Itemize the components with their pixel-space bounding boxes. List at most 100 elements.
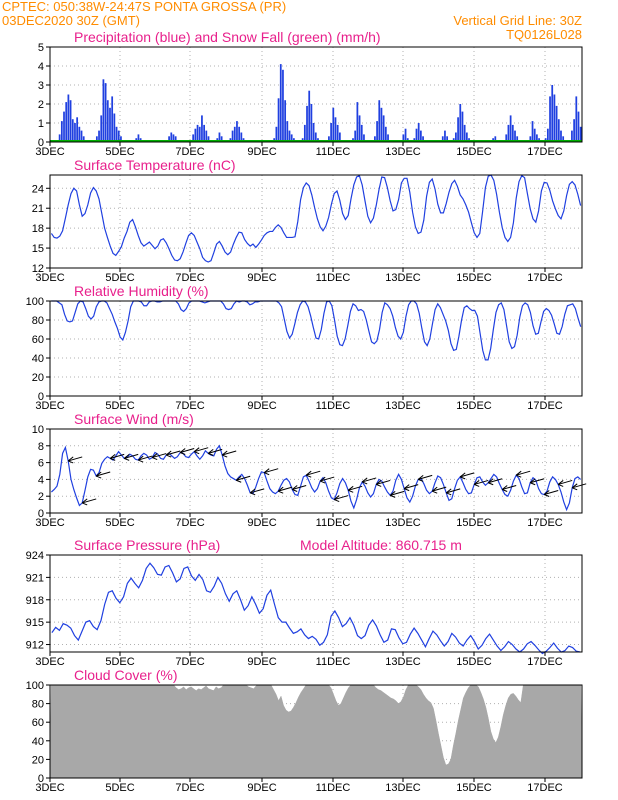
cloud-xtick-label: 9DEC (247, 782, 276, 794)
precip-bar (457, 117, 459, 142)
wind-arrow (418, 474, 433, 480)
rh-ytick-label: 60 (32, 334, 44, 346)
precip-bar (288, 130, 291, 142)
temp-xtick-label: 9DEC (247, 272, 276, 284)
wind-arrow (264, 468, 279, 474)
wind-arrow-head (95, 471, 102, 479)
cloud-xtick-label: 15DEC (456, 782, 492, 794)
wind-arrow-head (515, 470, 522, 478)
cloud-ytick-label: 20 (32, 754, 44, 766)
wind-arrow-head (557, 480, 564, 487)
precip-bar (360, 124, 363, 142)
precip-bar (74, 123, 76, 142)
precip-bar (201, 115, 203, 142)
precip-bar (573, 119, 575, 142)
precip-bar (170, 132, 173, 142)
station-title: CPTEC: 050:38W-24:47S PONTA GROSSA (PR) (2, 0, 287, 14)
precip-bar (384, 126, 387, 142)
precip-bar (571, 130, 573, 142)
precip-bar (115, 126, 118, 142)
model-code: TQ0126L028 (506, 27, 582, 42)
wind-xtick-label: 7DEC (175, 517, 204, 529)
cloud-frame (49, 684, 583, 779)
cloud-xtick-label: 13DEC (385, 782, 421, 794)
precip-bar (76, 117, 79, 142)
wind-arrow-head (543, 490, 550, 497)
wind-arrow-head (389, 490, 396, 498)
precip-bar (422, 136, 424, 142)
pressure-xtick-label: 11DEC (316, 656, 351, 668)
wind-arrow (278, 486, 293, 492)
precip-bar (546, 128, 549, 142)
precip-xtick-label: 13DEC (385, 146, 421, 158)
rh-ytick-label: 100 (26, 296, 44, 308)
wind-arrow (292, 484, 307, 490)
precip-bar (415, 128, 418, 142)
wind-arrow-head (347, 485, 354, 493)
precip-bar (509, 115, 512, 142)
precip-bar (354, 130, 357, 142)
wind-arrow (110, 453, 125, 459)
precip-bar (577, 111, 580, 142)
precip-bar (380, 107, 383, 142)
wind-arrow-head (137, 455, 144, 463)
rh-title: Relative Humidity (%) (74, 283, 209, 299)
precip-bar (194, 128, 197, 142)
precip-ytick-label: 2 (38, 99, 44, 111)
wind-arrow-head (193, 447, 200, 455)
precip-bar (192, 134, 195, 142)
wind-arrow (530, 478, 545, 484)
precip-bar (494, 136, 497, 142)
grid-line-note: Vertical Grid Line: 30Z (453, 13, 582, 28)
cloud-ytick-label: 100 (26, 680, 44, 692)
precip-bar (555, 105, 558, 142)
precip-bar (306, 105, 308, 142)
cloud-cover-area (49, 684, 583, 779)
wind-arrow (362, 477, 377, 483)
temp-ytick-label: 24 (32, 183, 44, 195)
precip-bar (465, 132, 468, 142)
wind-ytick-label: 4 (38, 474, 44, 486)
wind-arrow (152, 453, 167, 459)
precip-bar (109, 107, 111, 142)
precip-bar (446, 136, 449, 142)
wind-xtick-label: 5DEC (105, 517, 134, 529)
rh-xtick-label: 5DEC (105, 400, 134, 412)
wind-arrow (516, 470, 531, 476)
wind-arrow (320, 476, 335, 482)
precip-bar (218, 132, 221, 142)
precip-bar (514, 130, 516, 142)
precip-bar (455, 132, 457, 142)
cloud-ytick-label: 0 (38, 773, 44, 785)
rh-ytick-label: 0 (38, 391, 44, 403)
rh-ytick-label: 20 (32, 372, 44, 384)
precip-bar (100, 115, 103, 142)
pressure-ytick-label: 912 (26, 640, 44, 652)
wind-arrow-head (277, 486, 284, 494)
wind-xtick-label: 15DEC (456, 517, 492, 529)
rh-ytick-label: 80 (32, 315, 44, 327)
rh-xtick-label: 15DEC (456, 400, 492, 412)
precip-bar (111, 96, 114, 142)
wind-arrow-head (487, 478, 494, 486)
wind-arrow (404, 484, 419, 490)
precip-bar (238, 126, 241, 142)
temp-ytick-label: 12 (32, 263, 44, 275)
precip-bar (419, 130, 422, 142)
wind-xtick-label: 3DEC (35, 517, 64, 529)
precip-bar (231, 130, 234, 142)
pressure-ytick-label: 924 (26, 550, 44, 562)
precip-title: Precipitation (blue) and Snow Fall (gree… (74, 29, 381, 45)
temp-title: Surface Temperature (nC) (74, 157, 236, 173)
chart-header: CPTEC: 050:38W-24:47S PONTA GROSSA (PR) … (0, 0, 618, 50)
precip-bar (312, 123, 315, 142)
wind-arrow (138, 455, 153, 461)
wind-arrow (474, 479, 489, 485)
precip-bar (334, 117, 337, 142)
precip-xtick-label: 5DEC (105, 146, 134, 158)
precip-bar (220, 136, 223, 142)
wind-arrow (488, 478, 503, 484)
temp-xtick-label: 3DEC (35, 272, 64, 284)
wind-arrow-head (375, 480, 382, 487)
